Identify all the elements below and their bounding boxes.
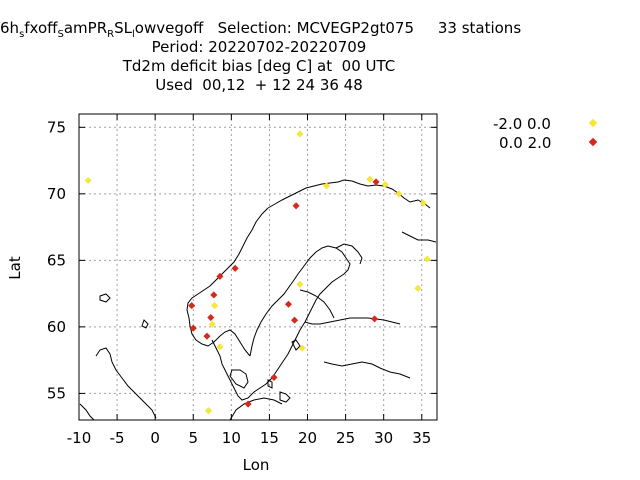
station-point-high bbox=[189, 324, 197, 332]
station-point-high bbox=[371, 315, 379, 323]
station-point-low bbox=[296, 280, 304, 288]
station-point-high bbox=[210, 291, 218, 299]
station-point-low bbox=[414, 284, 422, 292]
station-point-high bbox=[188, 302, 196, 310]
legend-swatch-low bbox=[588, 118, 598, 128]
y-tick-label: 60 bbox=[47, 318, 66, 336]
title-line-1: 6hsfxoffSamPRRSLlowvegoff Selection: MCV… bbox=[0, 19, 521, 40]
plot-frame bbox=[78, 113, 438, 421]
x-tick-label: 20 bbox=[298, 429, 317, 447]
station-point-high bbox=[207, 314, 215, 322]
station-point-high bbox=[216, 272, 224, 280]
chart-parameter: Td2m deficit bias [deg C] at 00 UTC bbox=[122, 57, 396, 75]
station-point-low bbox=[84, 176, 92, 185]
x-tick-label: 10 bbox=[222, 429, 241, 447]
chart-period: Period: 20220702-20220709 bbox=[152, 38, 367, 56]
station-point-low bbox=[423, 255, 431, 263]
x-tick-label: 0 bbox=[150, 429, 160, 447]
station-point-low bbox=[323, 182, 331, 190]
grid-layer: -10 -5 0 5 10 15 20 25 30 35 55 60 65 70 75 bbox=[47, 113, 438, 447]
legend-label-low: -2.0 0.0 bbox=[493, 115, 551, 133]
chart-used-leadtimes: Used 00,12 + 12 24 36 48 bbox=[155, 76, 363, 94]
x-tick-label: 30 bbox=[374, 429, 393, 447]
station-point-high bbox=[291, 316, 299, 324]
station-point-low bbox=[366, 175, 374, 183]
x-tick-label: 15 bbox=[260, 429, 279, 447]
y-tick-label: 75 bbox=[47, 118, 66, 136]
coastline-map bbox=[79, 179, 437, 421]
station-point-high bbox=[372, 178, 380, 186]
x-axis-label: Lon bbox=[243, 456, 270, 474]
station-point-low bbox=[211, 302, 219, 310]
station-point-high bbox=[292, 202, 300, 210]
points-layer bbox=[84, 130, 431, 415]
y-axis-label: Lat bbox=[6, 256, 24, 280]
station-point-high bbox=[203, 332, 211, 340]
station-point-low bbox=[419, 199, 427, 207]
x-tick-label: 35 bbox=[412, 429, 431, 447]
station-point-low bbox=[298, 344, 306, 352]
legend: -2.0 0.0 0.0 2.0 bbox=[493, 115, 598, 152]
station-point-high bbox=[244, 400, 252, 408]
legend-swatch-high bbox=[588, 137, 598, 147]
station-point-low bbox=[395, 190, 403, 198]
y-tick-label: 55 bbox=[47, 384, 66, 402]
station-point-low bbox=[216, 343, 224, 351]
x-tick-label: -5 bbox=[110, 429, 125, 447]
station-point-low bbox=[204, 407, 213, 415]
legend-label-high: 0.0 2.0 bbox=[499, 134, 551, 152]
station-point-high bbox=[231, 264, 239, 272]
y-tick-label: 65 bbox=[47, 251, 66, 269]
station-point-low bbox=[381, 180, 389, 189]
x-tick-label: 25 bbox=[336, 429, 355, 447]
station-point-low bbox=[296, 130, 304, 138]
y-tick-label: 70 bbox=[47, 185, 66, 203]
station-point-high bbox=[270, 373, 278, 381]
x-tick-label: 5 bbox=[188, 429, 198, 447]
station-point-high bbox=[284, 300, 293, 308]
station-point-low bbox=[208, 320, 216, 328]
x-tick-label: -10 bbox=[67, 429, 92, 447]
